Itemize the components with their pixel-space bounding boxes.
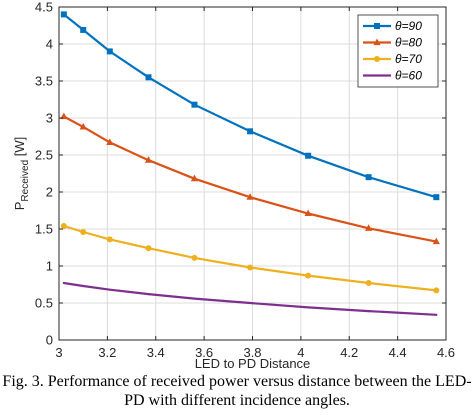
data-point	[80, 26, 87, 33]
figure-caption: Fig. 3. Performance of received power ve…	[0, 372, 474, 410]
y-tick-label: 4	[46, 37, 53, 52]
y-tick-label: 1	[46, 259, 53, 274]
x-tick-label: 3.2	[98, 345, 116, 360]
data-point	[304, 209, 312, 217]
x-tick-label: 3.4	[147, 345, 165, 360]
data-point	[432, 237, 440, 245]
data-point	[145, 245, 152, 252]
data-point	[144, 156, 153, 163]
data-point	[106, 236, 113, 243]
y-tick-label: 4.5	[35, 0, 53, 15]
x-tick-label: 4.4	[389, 345, 407, 360]
legend-label: θ=60	[395, 69, 422, 83]
data-point	[79, 122, 87, 130]
data-point	[191, 101, 198, 108]
data-point	[365, 174, 372, 181]
data-point	[108, 288, 111, 291]
data-point	[365, 280, 372, 287]
data-point	[191, 254, 198, 261]
legend: θ=90 θ=80 θ=70 θ=60	[357, 14, 439, 88]
y-tick-label: 0	[46, 333, 53, 348]
y-tick-label: 3	[46, 111, 53, 126]
y-tick-label: 3.5	[35, 74, 53, 89]
y-tick-label: 2.5	[35, 148, 53, 163]
x-tick-label: 3.8	[243, 345, 261, 360]
legend-marker	[374, 23, 380, 29]
data-point	[248, 301, 252, 305]
x-tick-label: 3.6	[195, 345, 213, 360]
x-tick-label: 4.6	[437, 345, 455, 360]
data-point	[106, 48, 113, 55]
data-point	[365, 224, 373, 231]
data-point	[145, 74, 152, 81]
legend-marker	[374, 56, 380, 62]
data-point	[247, 264, 254, 271]
x-tick-label: 4.2	[340, 345, 358, 360]
data-point	[60, 11, 67, 18]
data-point	[60, 112, 68, 120]
data-point	[305, 272, 312, 279]
legend-label: θ=80	[395, 36, 422, 50]
y-axis-label: PReceived [W]	[12, 137, 31, 210]
caption-line-2: PD with different incidence angles.	[124, 392, 350, 409]
data-point	[305, 152, 312, 159]
data-point	[433, 194, 440, 201]
data-point	[106, 138, 114, 146]
data-point	[367, 310, 370, 313]
data-point	[435, 313, 438, 316]
data-point	[190, 174, 199, 182]
legend-label: θ=90	[395, 19, 422, 33]
y-tick-label: 1.5	[35, 222, 53, 237]
x-axis-label: LED to PD Distance	[195, 356, 311, 371]
data-point	[307, 306, 310, 309]
legend-label: θ=70	[395, 52, 422, 66]
x-tick-label: 3	[55, 345, 62, 360]
data-point	[82, 284, 85, 288]
data-point	[147, 293, 150, 296]
data-point	[80, 228, 87, 235]
line-chart: 3 3.2 3.4 3.6 3.8 4 4.2 4.4 4.6 0 0.5 1 1.5 2 2.5 3 3.5 4…	[12, 0, 455, 371]
y-tick-label: 2	[46, 185, 53, 200]
data-point	[193, 297, 196, 300]
caption-line-1: Fig. 3. Performance of received power ve…	[2, 373, 472, 390]
x-tick-label: 4	[297, 345, 304, 360]
y-tick-label: 0.5	[35, 296, 53, 311]
data-point	[60, 223, 67, 230]
data-point	[433, 287, 440, 294]
data-point	[246, 193, 254, 200]
data-point	[62, 281, 65, 285]
legend-marker	[373, 38, 381, 46]
data-point	[247, 128, 254, 135]
